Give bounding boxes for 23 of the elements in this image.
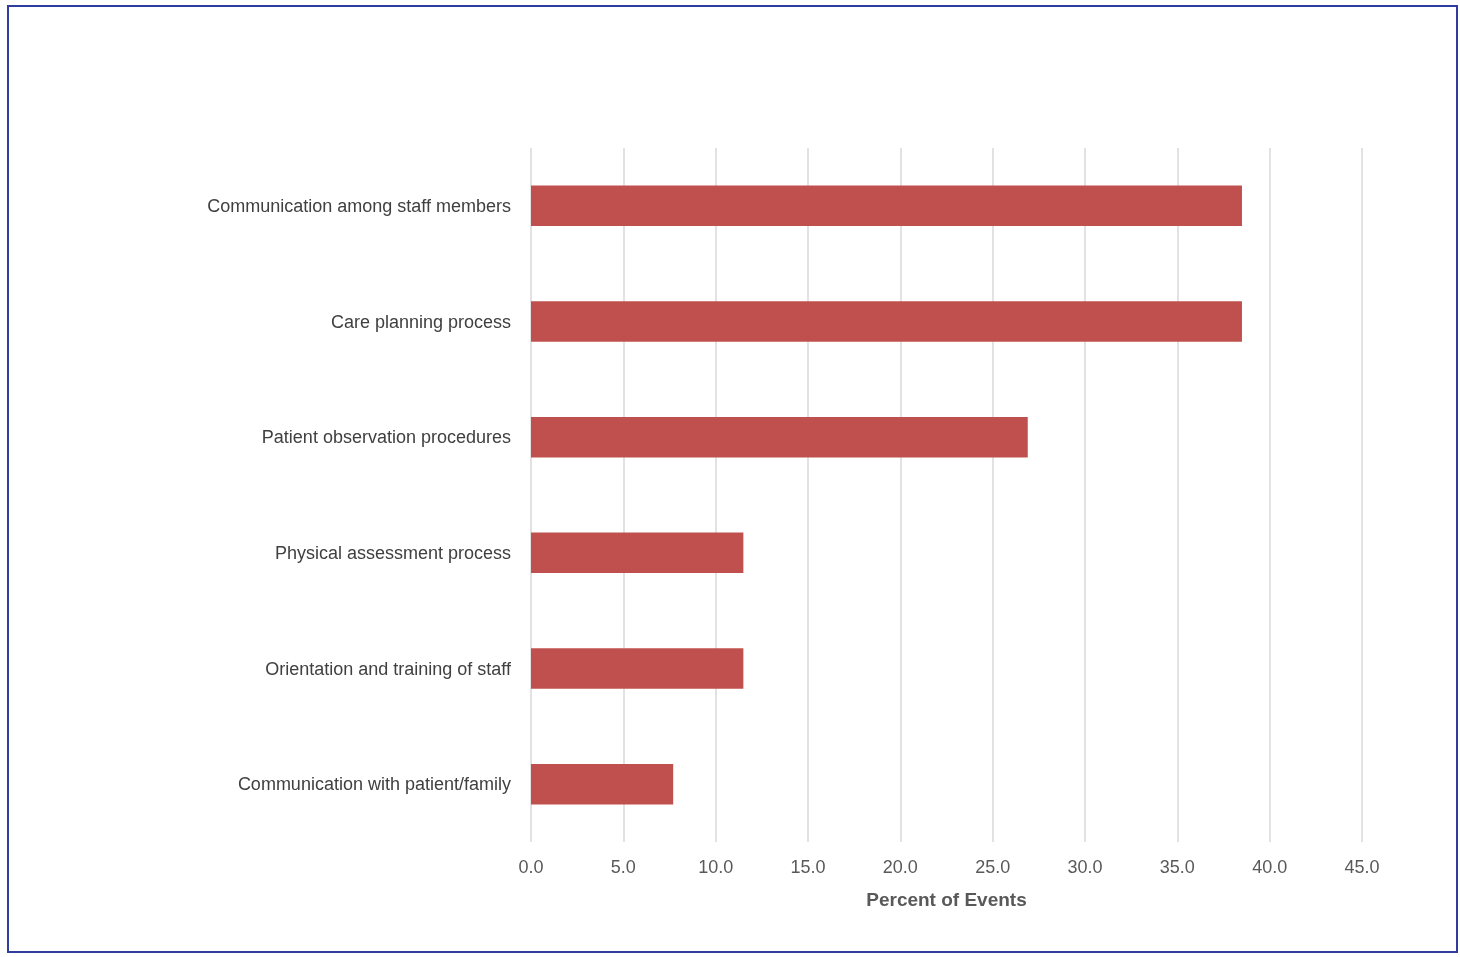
x-tick-label: 0.0 — [518, 857, 544, 877]
y-tick-label: Communication among staff members — [207, 195, 511, 216]
x-tick-label: 35.0 — [1159, 857, 1195, 877]
x-axis-title: Percent of Events — [866, 889, 1027, 910]
x-tick-label: 5.0 — [610, 857, 636, 877]
x-tick-label: 15.0 — [790, 857, 826, 877]
bar — [531, 532, 744, 574]
bar — [531, 416, 1028, 458]
x-tick-label: 45.0 — [1344, 857, 1380, 877]
bar — [531, 301, 1242, 342]
bar — [531, 763, 674, 805]
x-tick-label: 40.0 — [1252, 857, 1288, 877]
y-tick-label: Physical assessment process — [274, 542, 511, 563]
y-tick-label: Patient observation procedures — [261, 427, 511, 448]
x-tick-label: 30.0 — [1067, 857, 1103, 877]
x-tick-label: 20.0 — [882, 857, 918, 877]
y-tick-label: Orientation and training of staff — [265, 658, 512, 679]
y-tick-label: Care planning process — [330, 311, 511, 332]
x-tick-label: 10.0 — [698, 857, 734, 877]
x-tick-label: 25.0 — [975, 857, 1011, 877]
bar — [531, 648, 744, 689]
bar — [531, 185, 1242, 227]
y-tick-label: Communication with patient/family — [237, 774, 511, 795]
